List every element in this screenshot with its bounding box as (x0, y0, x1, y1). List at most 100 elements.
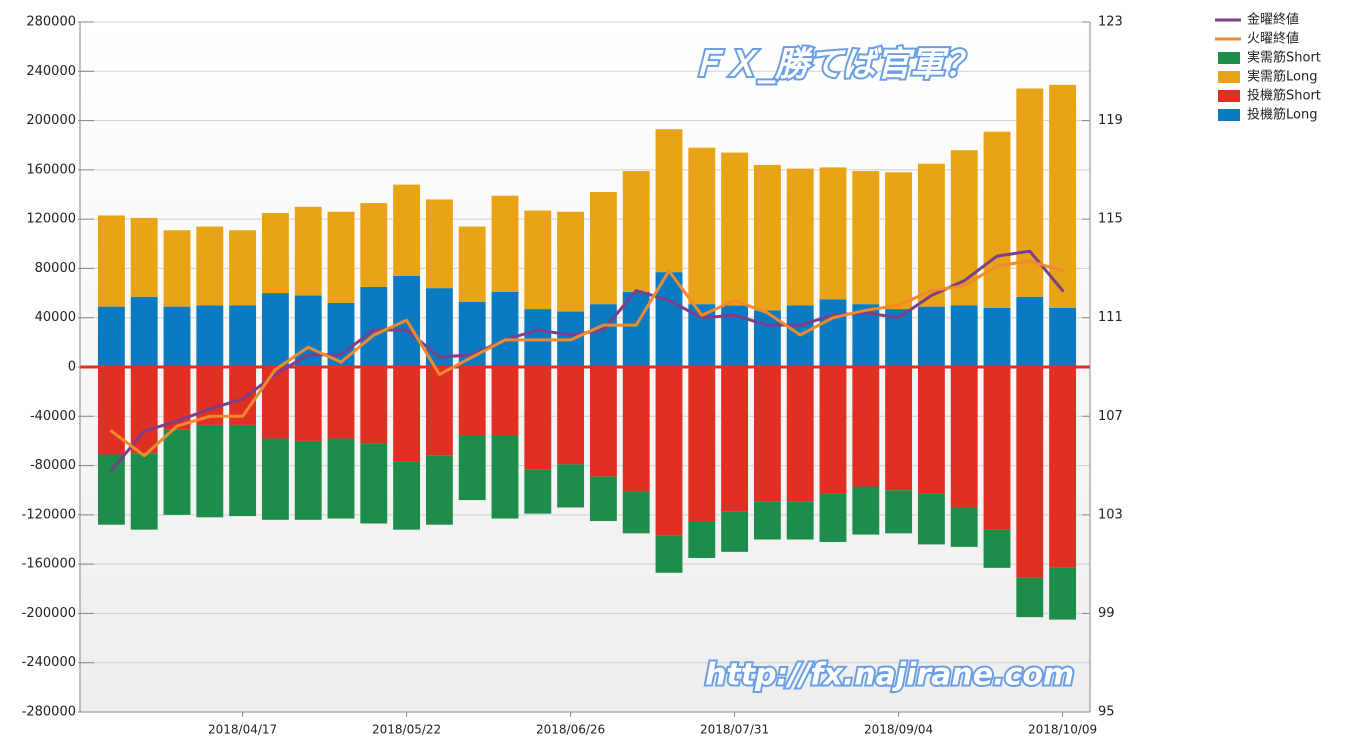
y-tick-label: 240000 (26, 64, 76, 79)
y2-tick-label: 99 (1098, 606, 1115, 621)
legend-label: 実需筋Long (1247, 69, 1317, 85)
y-tick-label: -80000 (30, 458, 76, 473)
y2-tick-label: 119 (1098, 113, 1123, 128)
legend-label: 火曜終値 (1247, 31, 1299, 47)
bar (229, 230, 257, 306)
y-tick-label: -200000 (22, 606, 76, 621)
bar (425, 367, 453, 456)
bar (917, 367, 945, 494)
bar (852, 367, 880, 487)
bar (524, 309, 552, 367)
bar (557, 367, 585, 465)
bar (1049, 84, 1077, 308)
bar (261, 438, 289, 520)
bar (1049, 367, 1077, 568)
bar (1049, 567, 1077, 620)
bar (622, 491, 650, 534)
bar (1016, 296, 1044, 367)
y-tick-label: -160000 (22, 557, 76, 572)
bar (196, 424, 224, 518)
bar (983, 529, 1011, 568)
bar (425, 455, 453, 525)
bar (852, 171, 880, 305)
bar (950, 507, 978, 547)
legend-swatch (1218, 52, 1240, 64)
bar (655, 129, 683, 273)
bar (360, 367, 388, 444)
bar (688, 367, 716, 522)
bar (589, 476, 617, 522)
bar (294, 367, 322, 441)
bar (622, 171, 650, 292)
bar (360, 203, 388, 287)
x-tick-label: 2018/09/04 (864, 723, 933, 737)
y-tick-label: -40000 (30, 409, 76, 424)
y2-tick-label: 103 (1098, 507, 1123, 522)
bar (1049, 307, 1077, 367)
bar (655, 535, 683, 573)
bar (721, 511, 749, 552)
bar (97, 367, 125, 455)
y2-tick-label: 95 (1098, 705, 1115, 720)
bar (524, 210, 552, 310)
y-tick-label: -280000 (22, 705, 76, 720)
bar (229, 424, 257, 517)
y-tick-label: 40000 (35, 310, 76, 325)
bar (983, 131, 1011, 308)
bar (950, 367, 978, 508)
bar (655, 367, 683, 536)
y-tick-label: 80000 (35, 261, 76, 276)
bar (130, 453, 158, 530)
bar (327, 367, 355, 439)
bar (458, 436, 486, 501)
bar (458, 367, 486, 436)
legend-swatch (1218, 71, 1240, 83)
bar (130, 296, 158, 367)
bar (688, 147, 716, 305)
bar (524, 367, 552, 470)
line (109, 259, 1065, 458)
bar (983, 307, 1011, 367)
y-tick-label: -120000 (22, 507, 76, 522)
bar (1016, 577, 1044, 618)
legend-swatch (1218, 109, 1240, 121)
y-tick-label: 160000 (26, 162, 76, 177)
bar (294, 440, 322, 520)
legend-swatch (1218, 90, 1240, 102)
bar (130, 217, 158, 297)
bar (491, 291, 519, 367)
bar (786, 367, 814, 502)
bar (360, 286, 388, 367)
bar (819, 493, 847, 542)
bar (163, 429, 191, 515)
bar (491, 436, 519, 519)
bar (753, 501, 781, 540)
legend-label: 投機筋Long (1247, 107, 1317, 123)
legend-label: 実需筋Short (1247, 50, 1321, 66)
x-tick-label: 2018/10/09 (1028, 723, 1097, 737)
watermark: ＦＸ_勝てば官軍？ (690, 45, 978, 85)
bar (458, 226, 486, 302)
bar (753, 164, 781, 311)
x-tick-label: 2018/07/31 (700, 723, 769, 737)
bar (1016, 88, 1044, 297)
bar (786, 501, 814, 540)
y2-tick-label: 123 (1098, 15, 1123, 30)
bar (327, 211, 355, 303)
x-tick-label: 2018/06/26 (536, 723, 605, 737)
bar (753, 367, 781, 502)
bar (917, 306, 945, 367)
bar (819, 367, 847, 494)
bar (393, 184, 421, 276)
bar (163, 230, 191, 307)
bar (393, 461, 421, 530)
bar (950, 305, 978, 367)
bar (524, 469, 552, 514)
bar (688, 521, 716, 558)
bar (425, 288, 453, 367)
x-tick-label: 2018/04/17 (208, 723, 277, 737)
y2-tick-label: 111 (1098, 310, 1123, 325)
legend-label: 金曜終値 (1247, 12, 1299, 28)
bar (557, 464, 585, 508)
bar (589, 192, 617, 305)
